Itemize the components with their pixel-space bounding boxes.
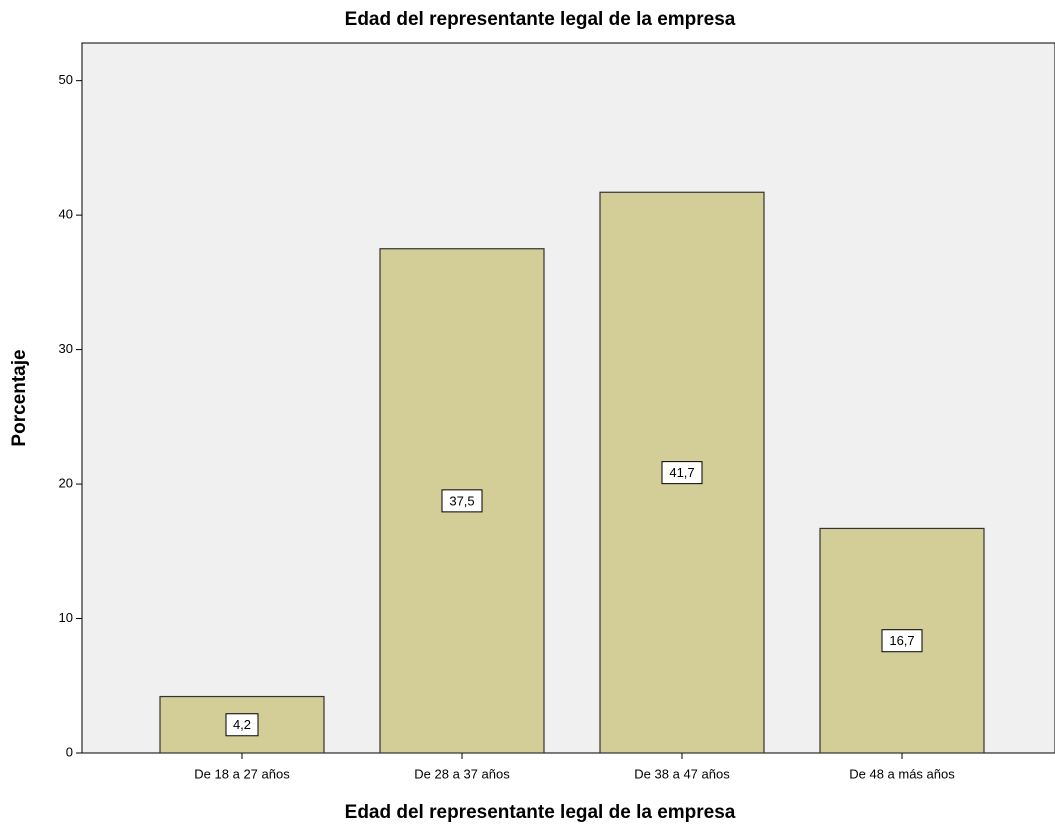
value-label-box [441, 489, 483, 513]
value-label: 41,7 [669, 465, 694, 480]
chart-title: Edad del representante legal de la empre… [345, 9, 736, 30]
y-tick-label: 10 [59, 610, 73, 625]
y-tick-label: 50 [59, 72, 73, 87]
y-axis-title: Porcentaje [9, 349, 30, 446]
value-label: 37,5 [449, 493, 474, 508]
value-label: 16,7 [889, 633, 914, 648]
y-tick-label: 20 [59, 475, 73, 490]
x-tick-label: De 38 a 47 años [634, 766, 730, 781]
x-tick-label: De 18 a 27 años [194, 766, 290, 781]
x-axis-title: Edad del representante legal de la empre… [345, 802, 736, 823]
x-tick-label: De 48 a más años [849, 766, 955, 781]
value-label-box [881, 629, 923, 653]
y-tick-label: 30 [59, 341, 73, 356]
y-tick-label: 0 [66, 744, 73, 759]
value-label-box [225, 713, 259, 737]
value-label: 4,2 [233, 717, 251, 732]
y-tick-label: 40 [59, 207, 73, 222]
value-label-box [661, 461, 703, 485]
x-tick-label: De 28 a 37 años [414, 766, 510, 781]
